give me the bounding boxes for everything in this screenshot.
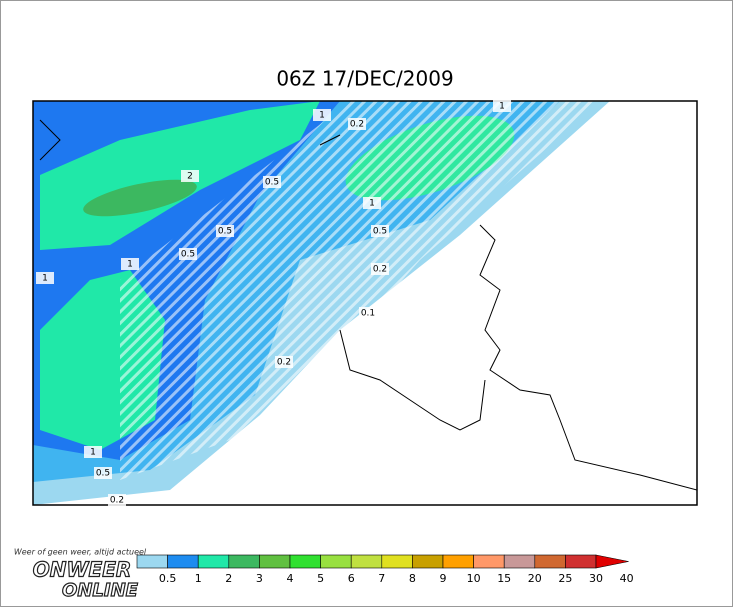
- colorbar-label: 2: [225, 572, 232, 585]
- colorbar-swatch: [503, 554, 536, 569]
- contour-label: 1: [319, 111, 325, 121]
- colorbar-label: 1: [195, 572, 202, 585]
- colorbar-label: 40: [620, 572, 634, 585]
- contour-label: 0.5: [265, 178, 279, 188]
- contour-label-bg: [363, 197, 381, 209]
- contour-label-bg: [371, 263, 389, 275]
- colorbar-swatch: [197, 554, 230, 569]
- colorbar-swatch: [412, 554, 444, 569]
- contour-label: 0.2: [277, 358, 291, 368]
- colorbar-swatch: [167, 554, 199, 569]
- colorbar-swatch: [534, 554, 566, 569]
- colorbar-label: 3: [256, 572, 263, 585]
- map-area: [33, 101, 697, 505]
- contour-label-bg: [179, 248, 197, 260]
- colorbar-swatch: [381, 554, 413, 569]
- contour-label-bg: [313, 109, 331, 121]
- map-border: [32, 100, 698, 506]
- contour-label-bg: [371, 225, 389, 237]
- colorbar-swatch: [473, 554, 505, 569]
- colorbar-label: 8: [409, 572, 416, 585]
- colorbar-label: 30: [589, 572, 603, 585]
- contour-label-bg: [121, 258, 139, 270]
- colorbar-label: 9: [440, 572, 447, 585]
- contour-label: 0.5: [218, 227, 232, 237]
- contour-label: 0.5: [373, 227, 387, 237]
- contour-label-bg: [275, 356, 293, 368]
- colorbar-label: 4: [287, 572, 294, 585]
- contour-label: 0.5: [181, 250, 195, 260]
- contour-label: 0.1: [361, 309, 375, 319]
- colorbar-label: 7: [378, 572, 385, 585]
- contour-label-bg: [348, 118, 366, 130]
- colorbar-swatch: [259, 554, 291, 569]
- colorbar-label: 0.5: [159, 572, 177, 585]
- colorbar: 0.5 1 2 3 4 5 6 7 8 9 10 15 20 25 30 40: [136, 554, 634, 585]
- map-title: 06Z 17/DEC/2009: [276, 67, 453, 91]
- contour-label-bg: [493, 100, 511, 112]
- contour-label: 0.2: [110, 496, 124, 506]
- contour-label-bg: [263, 176, 281, 188]
- colorbar-swatch: [565, 554, 597, 569]
- logo-line1: ONWEER: [33, 558, 132, 582]
- colorbar-label: 25: [558, 572, 572, 585]
- colorbar-label: 20: [528, 572, 542, 585]
- logo-line2: ONLINE: [62, 580, 139, 601]
- contour-label-bg: [84, 446, 102, 458]
- contour-label-bg: [94, 467, 112, 479]
- colorbar-swatch: [136, 554, 168, 569]
- colorbar-label: 6: [348, 572, 355, 585]
- colorbar-swatch: [228, 554, 260, 569]
- logo-tagline: Weer of geen weer, altijd actueel: [14, 548, 147, 557]
- contour-label: 1: [499, 102, 505, 112]
- colorbar-swatch: [595, 554, 629, 569]
- colorbar-label: 10: [467, 572, 481, 585]
- contour-label: 1: [127, 260, 133, 270]
- contour-label: 0.2: [373, 265, 387, 275]
- contour-label: 1: [42, 274, 48, 284]
- contour-label-bg: [36, 272, 54, 284]
- colorbar-swatch: [442, 554, 474, 569]
- contour-label-bg: [108, 494, 126, 506]
- contour-label: 1: [90, 448, 96, 458]
- colorbar-swatch: [320, 554, 352, 569]
- contour-labels: 1 0.2 2 0.5 1 0.5 0.5 0.5 1 1 0.2 0.1 0.2 1 0.5 0.2 1: [36, 100, 511, 506]
- contour-label-bg: [359, 307, 377, 319]
- colorbar-label: 15: [497, 572, 511, 585]
- colorbar-label: 5: [317, 572, 324, 585]
- colorbar-swatch: [350, 554, 383, 569]
- contour-label: 0.5: [96, 469, 110, 479]
- contour-label: 1: [369, 199, 375, 209]
- contour-label-bg: [181, 170, 199, 182]
- contour-label-bg: [216, 225, 234, 237]
- contour-label: 2: [187, 172, 193, 182]
- colorbar-swatch: [289, 554, 321, 569]
- contour-label: 0.2: [350, 120, 364, 130]
